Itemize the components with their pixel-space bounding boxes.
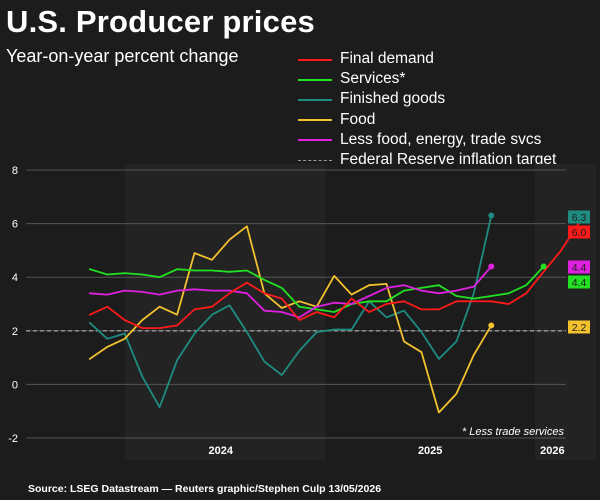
legend-swatch-services [298,78,332,81]
y-tick-label: 2 [12,326,18,338]
legend-label-core: Less food, energy, trade svcs [340,130,542,148]
end-label-text-core: 4.4 [572,262,587,274]
y-tick-label: 8 [12,165,18,177]
chart-title: U.S. Producer prices [6,4,315,39]
year-bands [124,164,596,460]
legend-swatch-target [298,160,332,162]
legend-swatch-food [298,119,332,122]
series-line-services [88,265,545,313]
footnote: * Less trade services [462,426,565,438]
end-label-text-services: 4.4 [572,277,587,289]
year-band-1 [534,164,596,460]
x-tick-label: 2025 [418,445,442,457]
end-point-core [488,263,495,270]
end-label-box-core [568,260,590,274]
legend-item-services: Services* [298,69,556,89]
end-point-food [488,322,495,329]
legend-item-target: Federal Reserve inflation target [298,150,556,170]
end-label-box-services [568,275,590,289]
y-tick-label: -2 [8,433,18,445]
chart-subtitle: Year-on-year percent change [6,46,239,66]
x-tick-label: 2026 [540,445,564,457]
legend-swatch-finished-goods [298,98,332,101]
end-label-food: 2.2 [568,320,590,334]
legend-item-finished-goods: Finished goods [298,89,556,109]
series-line-finished_goods [88,214,493,409]
y-tick-label: 6 [12,219,18,231]
end-label-text-finished_goods: 6.3 [572,212,587,224]
end-label-services: 4.4 [568,275,590,289]
legend: Final demand Services* Finished goods Fo… [298,49,556,170]
legend-item-food: Food [298,110,556,130]
end-label-core: 4.4 [568,260,590,274]
legend-label-food: Food [340,110,376,128]
source-note: Source: LSEG Datastream — Reuters graphi… [28,483,382,495]
series-lines [26,214,580,414]
legend-label-final-demand: Final demand [340,50,434,67]
end-labels: 6.0 4.4 6.3 2.2 4.4 [488,210,590,334]
legend-label-finished-goods: Finished goods [340,90,446,108]
end-label-text-final_demand: 6.0 [572,227,587,239]
legend-label-services: Services* [340,70,406,88]
y-tick-label: 4 [12,272,18,284]
end-point-finished_goods [488,212,495,219]
legend-swatch-core [298,139,332,142]
legend-item-final-demand: Final demand [298,49,556,69]
y-tick-label: 0 [12,379,18,391]
end-label-finished_goods: 6.3 [568,210,590,224]
end-point-services [540,263,547,270]
end-label-box-food [568,320,590,334]
year-band-0 [124,164,326,460]
end-label-text-food: 2.2 [572,322,587,334]
legend-item-core: Less food, energy, trade svcs [298,130,556,150]
series-line-core [88,265,493,319]
end-label-final_demand: 6.0 [568,225,590,239]
series-line-food [88,225,493,414]
legend-swatch-final-demand [298,58,332,61]
end-label-box-finished_goods [568,210,590,224]
series-line-final_demand [88,222,580,329]
x-tick-label: 2024 [208,445,233,457]
end-label-box-final_demand [568,225,590,239]
legend-label-target: Federal Reserve inflation target [340,150,557,168]
